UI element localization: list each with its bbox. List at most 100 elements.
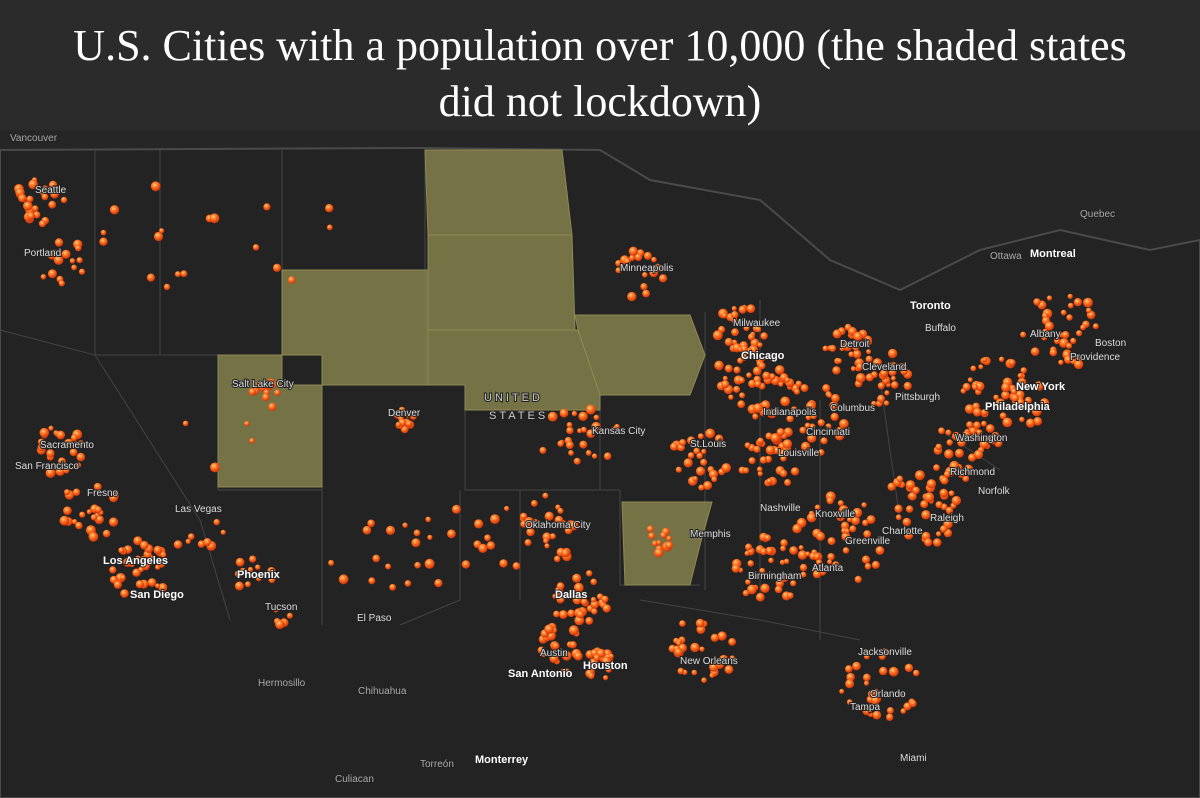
city-dot bbox=[73, 441, 80, 448]
city-label: Toronto bbox=[910, 300, 951, 312]
city-dot bbox=[544, 511, 554, 521]
city-dot bbox=[912, 669, 920, 677]
city-dot bbox=[760, 353, 767, 361]
city-dot bbox=[64, 489, 70, 496]
city-dot bbox=[512, 562, 521, 570]
city-dot bbox=[903, 702, 912, 711]
city-label: Louisville bbox=[778, 448, 820, 459]
city-dot bbox=[760, 400, 771, 410]
city-dot bbox=[585, 450, 592, 456]
city-dot bbox=[780, 539, 788, 547]
city-dot bbox=[150, 181, 161, 192]
city-dot bbox=[648, 532, 655, 540]
city-dot bbox=[120, 589, 129, 598]
city-dot bbox=[776, 428, 785, 437]
city-dot bbox=[235, 557, 245, 567]
city-dot bbox=[733, 385, 741, 393]
city-dot bbox=[372, 554, 381, 563]
city-dot bbox=[561, 548, 570, 558]
city-dot bbox=[153, 231, 164, 242]
city-dot bbox=[865, 373, 874, 382]
city-dot bbox=[651, 256, 657, 263]
city-dot bbox=[23, 201, 33, 211]
city-dot bbox=[69, 258, 76, 264]
city-dot bbox=[244, 581, 251, 588]
city-dot bbox=[896, 475, 904, 483]
city-dot bbox=[999, 412, 1007, 420]
city-dot bbox=[1031, 403, 1038, 410]
city-dot bbox=[830, 412, 839, 421]
city-label: Fresno bbox=[87, 488, 119, 499]
city-dot bbox=[544, 543, 550, 549]
city-dot bbox=[69, 448, 78, 457]
city-dot bbox=[827, 553, 835, 561]
city-dot bbox=[368, 577, 376, 585]
city-dot bbox=[78, 268, 86, 275]
city-dot bbox=[863, 680, 870, 686]
city-dot bbox=[234, 581, 244, 591]
city-dot bbox=[271, 381, 277, 388]
city-dot bbox=[933, 464, 940, 471]
city-dot bbox=[1066, 314, 1073, 321]
city-dot bbox=[530, 500, 538, 507]
city-dot bbox=[940, 476, 949, 485]
city-dot bbox=[970, 365, 977, 372]
city-dot bbox=[852, 661, 861, 671]
city-dot bbox=[708, 469, 719, 479]
city-dot bbox=[544, 624, 554, 634]
city-dot bbox=[854, 575, 862, 584]
city-dot bbox=[75, 462, 82, 469]
city-dot bbox=[709, 673, 715, 678]
city-dot bbox=[590, 596, 597, 603]
city-label: Austin bbox=[540, 648, 568, 659]
city-dot bbox=[886, 713, 894, 721]
city-dot bbox=[903, 381, 912, 391]
city-dot bbox=[871, 696, 880, 705]
city-dot bbox=[805, 401, 816, 412]
city-dot bbox=[954, 432, 960, 438]
city-dot bbox=[158, 583, 168, 592]
city-dot bbox=[27, 211, 35, 220]
city-dot bbox=[425, 516, 432, 523]
city-labels: Vancouver Seattle Portland Sacramento San Fr… bbox=[9, 132, 1127, 786]
city-dot bbox=[628, 246, 638, 256]
city-dot bbox=[59, 515, 70, 526]
city-label: Houston bbox=[583, 660, 628, 672]
city-dot bbox=[133, 536, 143, 546]
city-dot bbox=[827, 392, 833, 398]
city-dot bbox=[541, 651, 547, 658]
city-label: Monterrey bbox=[475, 754, 529, 766]
city-dot bbox=[70, 434, 78, 442]
city-dot bbox=[924, 538, 933, 547]
city-dot bbox=[740, 353, 748, 361]
city-dot bbox=[744, 442, 751, 449]
city-dot bbox=[856, 362, 864, 371]
city-dot bbox=[683, 458, 693, 468]
city-dot bbox=[547, 411, 558, 422]
city-dot bbox=[504, 505, 510, 512]
city-dot bbox=[770, 433, 781, 443]
city-dot bbox=[711, 476, 718, 483]
city-dot bbox=[566, 422, 573, 428]
city-label: Dallas bbox=[555, 589, 587, 601]
city-dot bbox=[163, 283, 171, 291]
city-dot bbox=[551, 642, 560, 650]
city-dot bbox=[1070, 337, 1077, 344]
city-dot bbox=[40, 274, 47, 280]
city-dot bbox=[554, 515, 564, 525]
city-dot bbox=[691, 669, 698, 676]
city-dot bbox=[962, 430, 971, 440]
city-label: Buffalo bbox=[925, 323, 956, 334]
city-dot bbox=[660, 531, 667, 539]
city-dot bbox=[894, 504, 903, 513]
city-dot bbox=[558, 610, 568, 619]
city-dot bbox=[883, 400, 890, 406]
city-dot bbox=[571, 410, 578, 417]
city-dot bbox=[1025, 418, 1036, 428]
city-dot bbox=[586, 570, 593, 577]
city-dot bbox=[789, 546, 798, 555]
city-dot bbox=[760, 332, 768, 340]
city-dot bbox=[832, 329, 842, 339]
city-dot bbox=[1061, 331, 1070, 339]
city-dot bbox=[249, 438, 255, 444]
